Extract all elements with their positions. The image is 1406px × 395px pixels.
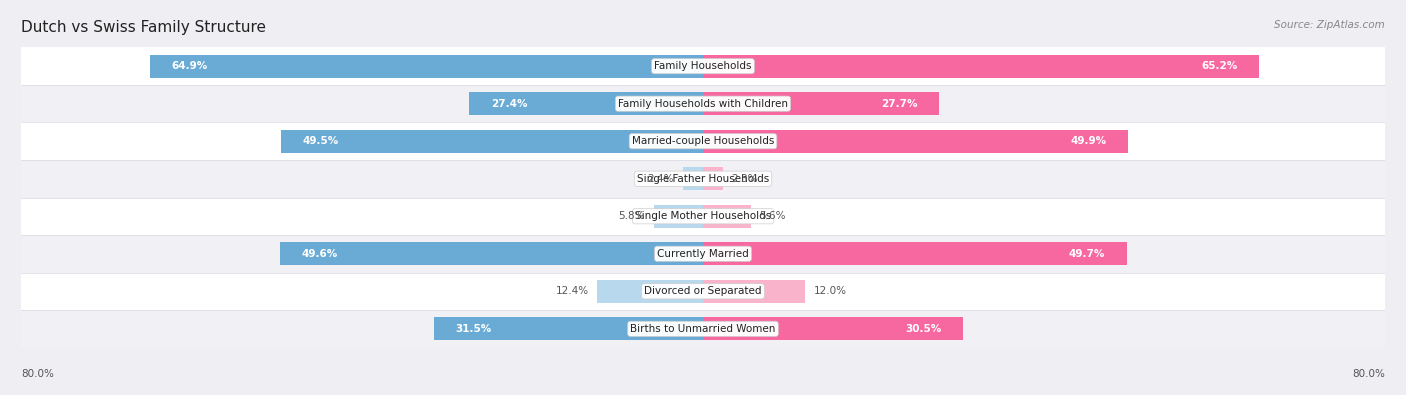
Text: 27.4%: 27.4% bbox=[491, 99, 527, 109]
Text: 49.9%: 49.9% bbox=[1071, 136, 1107, 146]
Text: 5.6%: 5.6% bbox=[759, 211, 786, 221]
Bar bbox=[703, 130, 1129, 153]
Bar bbox=[470, 92, 703, 115]
Text: Single Mother Households: Single Mother Households bbox=[636, 211, 770, 221]
Text: Divorced or Separated: Divorced or Separated bbox=[644, 286, 762, 296]
Bar bbox=[21, 85, 1385, 122]
Bar bbox=[21, 235, 1385, 273]
Text: 27.7%: 27.7% bbox=[882, 99, 918, 109]
Text: Dutch vs Swiss Family Structure: Dutch vs Swiss Family Structure bbox=[21, 20, 266, 35]
Bar bbox=[682, 167, 703, 190]
Text: Single Father Households: Single Father Households bbox=[637, 174, 769, 184]
Text: 31.5%: 31.5% bbox=[456, 324, 492, 334]
Bar bbox=[21, 160, 1385, 198]
Bar bbox=[654, 205, 703, 228]
Text: 80.0%: 80.0% bbox=[1353, 369, 1385, 379]
Text: 5.8%: 5.8% bbox=[619, 211, 645, 221]
Bar bbox=[21, 273, 1385, 310]
Text: 49.5%: 49.5% bbox=[302, 136, 339, 146]
Text: 2.4%: 2.4% bbox=[648, 174, 673, 184]
Bar bbox=[150, 55, 703, 78]
Bar bbox=[703, 280, 806, 303]
Bar bbox=[434, 317, 703, 340]
Text: Source: ZipAtlas.com: Source: ZipAtlas.com bbox=[1274, 20, 1385, 30]
Legend: Dutch, Swiss: Dutch, Swiss bbox=[645, 393, 761, 395]
Bar bbox=[703, 317, 963, 340]
Text: 64.9%: 64.9% bbox=[172, 61, 207, 71]
Bar bbox=[703, 205, 751, 228]
Bar bbox=[703, 167, 723, 190]
Bar bbox=[21, 198, 1385, 235]
Text: 12.0%: 12.0% bbox=[814, 286, 846, 296]
Text: Family Households: Family Households bbox=[654, 61, 752, 71]
Bar bbox=[703, 242, 1126, 265]
Text: 49.7%: 49.7% bbox=[1069, 249, 1105, 259]
Text: 12.4%: 12.4% bbox=[555, 286, 589, 296]
Text: 49.6%: 49.6% bbox=[301, 249, 337, 259]
Text: 65.2%: 65.2% bbox=[1201, 61, 1237, 71]
Text: Married-couple Households: Married-couple Households bbox=[631, 136, 775, 146]
Bar bbox=[703, 55, 1258, 78]
Text: 2.3%: 2.3% bbox=[731, 174, 758, 184]
Bar bbox=[703, 92, 939, 115]
Bar bbox=[21, 47, 1385, 85]
Bar bbox=[281, 130, 703, 153]
Bar bbox=[21, 310, 1385, 348]
Bar bbox=[21, 122, 1385, 160]
Text: Currently Married: Currently Married bbox=[657, 249, 749, 259]
Text: Family Households with Children: Family Households with Children bbox=[619, 99, 787, 109]
Text: 30.5%: 30.5% bbox=[905, 324, 942, 334]
Text: Births to Unmarried Women: Births to Unmarried Women bbox=[630, 324, 776, 334]
Bar bbox=[280, 242, 703, 265]
Bar bbox=[598, 280, 703, 303]
Text: 80.0%: 80.0% bbox=[21, 369, 53, 379]
